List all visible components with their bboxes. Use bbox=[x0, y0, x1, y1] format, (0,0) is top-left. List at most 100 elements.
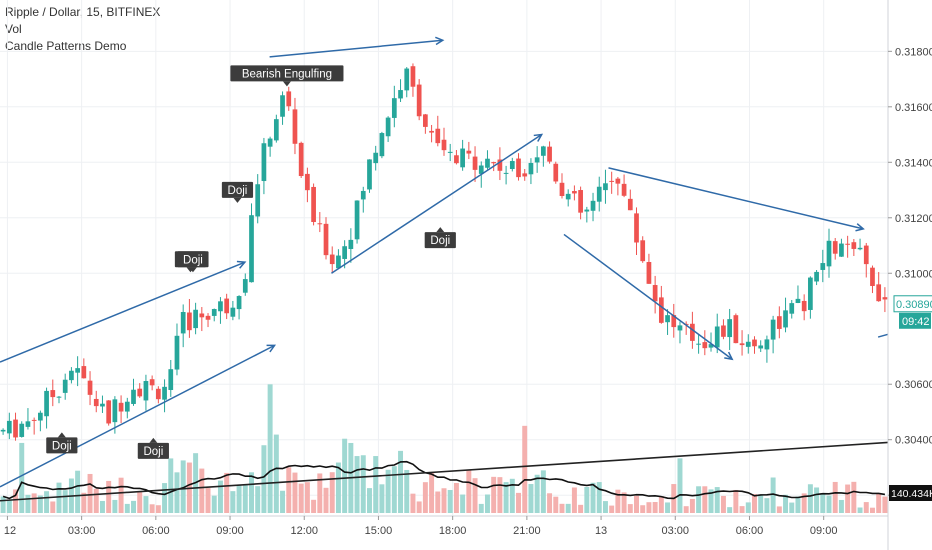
candle-body bbox=[137, 388, 143, 397]
candle-body bbox=[832, 241, 838, 254]
time-axis[interactable]: 12 03:00 06:00 09:00 12:00 15:00 18:00 21:00 13 0… bbox=[0, 515, 888, 537]
volume-bar bbox=[540, 470, 546, 513]
volume-bar bbox=[838, 499, 844, 513]
trendline[interactable] bbox=[608, 167, 864, 230]
candle-body bbox=[634, 213, 639, 243]
volume-bar bbox=[584, 486, 590, 513]
volume-bar bbox=[292, 472, 298, 513]
candle-body bbox=[814, 271, 819, 282]
candle-body bbox=[336, 255, 341, 269]
volume-bar bbox=[81, 492, 87, 513]
candle-body bbox=[553, 163, 559, 182]
candle-body bbox=[752, 339, 757, 347]
candle-body bbox=[627, 198, 633, 211]
candle-body bbox=[373, 152, 379, 164]
trendline[interactable] bbox=[269, 39, 443, 58]
candle-body bbox=[348, 239, 354, 249]
candle-body bbox=[857, 247, 863, 250]
pattern-label-text: Bearish Engulfing bbox=[242, 68, 332, 80]
candle-body bbox=[547, 146, 552, 162]
candle-body bbox=[180, 312, 186, 334]
volume-bar bbox=[267, 384, 273, 513]
candles bbox=[0, 63, 888, 441]
volume-bar bbox=[826, 495, 832, 513]
candle-body bbox=[677, 325, 683, 331]
volume-bar bbox=[168, 458, 174, 513]
candle-body bbox=[727, 319, 733, 338]
legend-indicator-vol[interactable]: Vol bbox=[5, 22, 22, 36]
candle-body bbox=[665, 315, 670, 323]
candle-body bbox=[447, 151, 453, 153]
volume-bar bbox=[745, 502, 751, 513]
candle-body bbox=[168, 369, 174, 390]
time-axis-tick-label: 12 bbox=[4, 525, 16, 537]
volume-bar bbox=[447, 489, 453, 513]
chart-legend: Ripple / Dollar, 15, BITFINEX Vol Candle… bbox=[5, 4, 160, 55]
candle-body bbox=[354, 200, 360, 240]
candle-body bbox=[851, 242, 857, 249]
candle-body bbox=[764, 339, 770, 350]
candle-body bbox=[224, 298, 230, 314]
candle-body bbox=[714, 326, 720, 348]
trendline[interactable] bbox=[563, 233, 733, 360]
legend-symbol[interactable]: Ripple / Dollar, 15, BITFINEX bbox=[5, 5, 161, 19]
volume-bar bbox=[807, 484, 813, 513]
candle-body bbox=[503, 172, 509, 174]
current-price-label: 0.30890 bbox=[896, 299, 932, 311]
pattern-label-box bbox=[221, 181, 254, 198]
pattern-label-box bbox=[137, 442, 169, 459]
candle-body bbox=[572, 191, 577, 194]
candle-body bbox=[808, 277, 813, 310]
volume-bar bbox=[298, 483, 304, 513]
candle-body bbox=[640, 240, 646, 262]
trendline[interactable] bbox=[877, 333, 889, 338]
price-axis-tick-label: 0.31200 bbox=[895, 213, 932, 225]
candle-body bbox=[733, 315, 739, 344]
candle-body bbox=[690, 323, 695, 341]
volume-bar bbox=[99, 500, 105, 513]
volume-bar bbox=[391, 466, 397, 513]
volume-bar bbox=[385, 469, 391, 513]
price-axis[interactable]: 0.31800 0.31600 0.31400 0.31200 0.31000 0.306… bbox=[887, 0, 932, 550]
candle-body bbox=[124, 401, 130, 412]
countdown-label: 09:42 bbox=[902, 316, 930, 328]
volume-bar bbox=[435, 491, 441, 513]
volume-bar bbox=[752, 494, 757, 513]
trendline[interactable] bbox=[0, 261, 246, 363]
volume-bar bbox=[727, 507, 733, 513]
trendline-arrowhead-icon bbox=[435, 36, 445, 46]
candle-body bbox=[398, 90, 403, 99]
volume-bar bbox=[342, 438, 348, 513]
candle-body bbox=[801, 300, 807, 312]
volume-bar bbox=[789, 502, 795, 513]
volume-bar bbox=[857, 507, 863, 513]
candle-body bbox=[491, 162, 497, 164]
volume-bar bbox=[143, 496, 149, 513]
candle-body bbox=[789, 303, 795, 314]
legend-indicator-candle-patterns[interactable]: Candle Patterns Demo bbox=[5, 39, 127, 53]
price-axis-tick-label: 0.31400 bbox=[895, 157, 932, 169]
volume-bar bbox=[714, 487, 720, 513]
trendlines[interactable] bbox=[0, 36, 889, 502]
time-axis-tick-label: 03:00 bbox=[68, 525, 96, 537]
candle-body bbox=[404, 68, 410, 91]
volume-bar bbox=[689, 498, 695, 513]
volume-bar bbox=[795, 496, 801, 513]
candle-body bbox=[776, 316, 782, 329]
volume-bar bbox=[273, 434, 279, 513]
volume-bar bbox=[652, 502, 658, 513]
trendline[interactable] bbox=[331, 133, 543, 274]
volume-bar bbox=[112, 499, 118, 513]
pattern-label: Bearish Engulfing bbox=[230, 65, 344, 87]
volume-bar bbox=[174, 472, 180, 513]
candle-body bbox=[783, 310, 788, 328]
volume-bar bbox=[634, 495, 639, 513]
trendline[interactable] bbox=[0, 441, 889, 502]
trendline-arrowhead-icon bbox=[236, 260, 247, 269]
trendline[interactable] bbox=[0, 344, 275, 488]
volume-bar bbox=[683, 506, 689, 513]
volume-bar bbox=[87, 473, 93, 513]
candle-body bbox=[621, 183, 627, 196]
volume-bar bbox=[56, 482, 62, 513]
